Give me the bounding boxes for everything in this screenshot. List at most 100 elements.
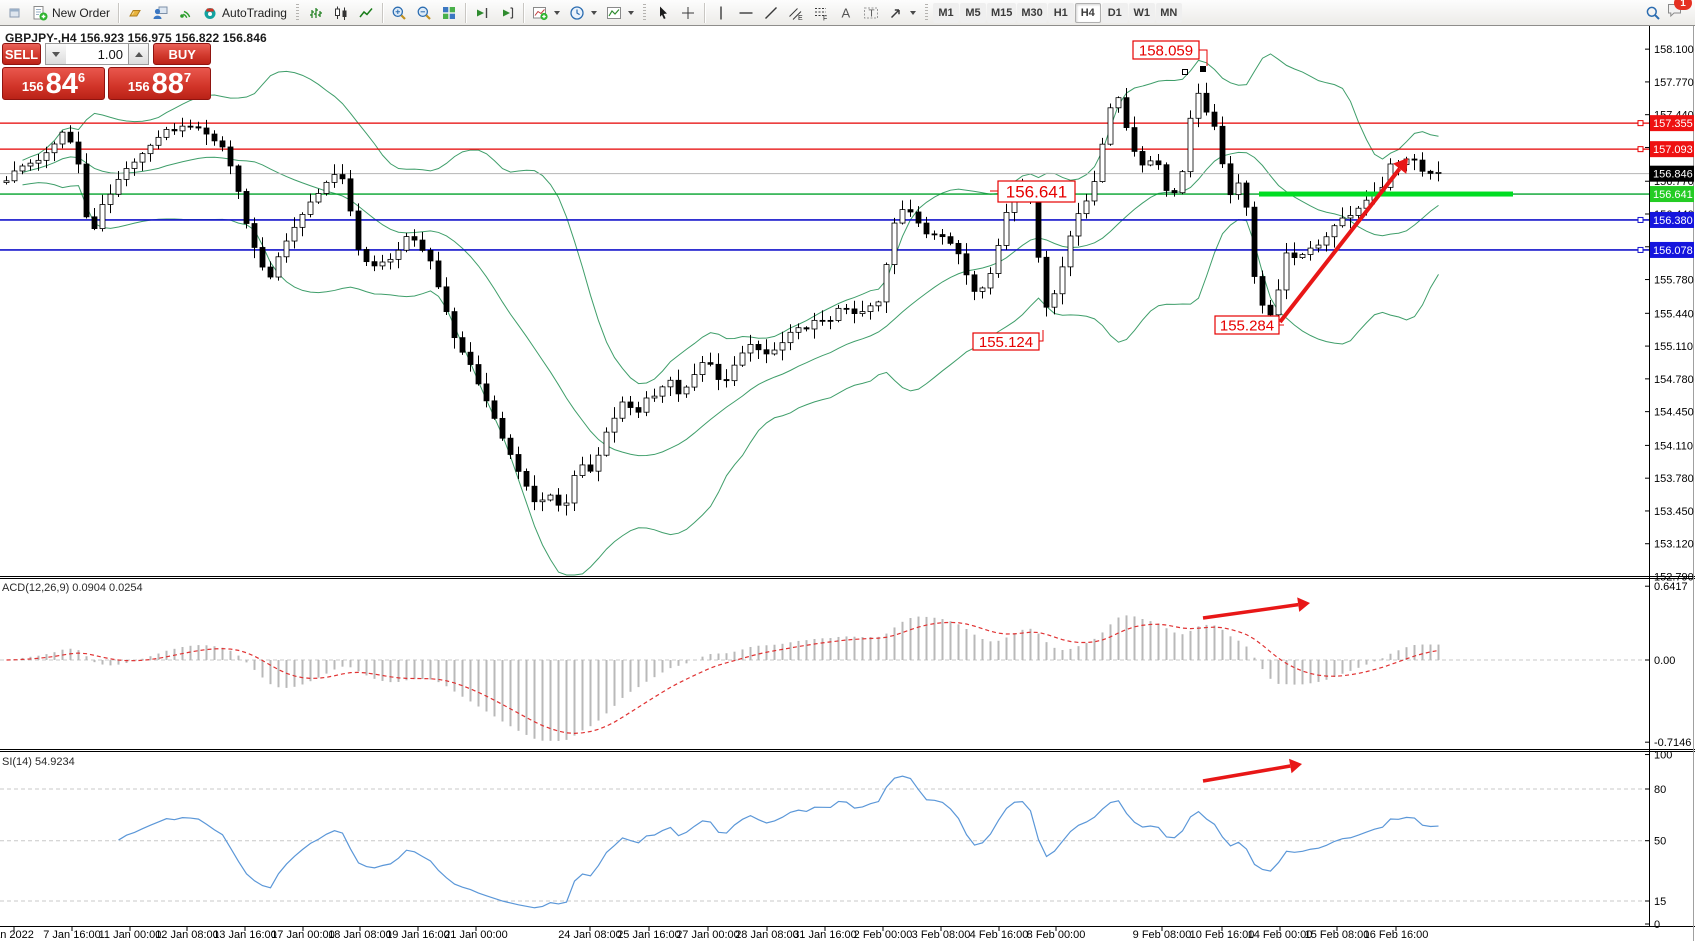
zoom-out-icon[interactable] (412, 2, 436, 24)
autotrading-button[interactable]: AutoTrading (198, 2, 291, 24)
crosshair-icon[interactable] (676, 2, 700, 24)
svg-text:155.124: 155.124 (979, 334, 1033, 351)
tab-timeframe-h1[interactable]: H1 (1047, 2, 1074, 23)
svg-text:154.110: 154.110 (1654, 440, 1693, 452)
ask-price-tile[interactable]: 156 88 7 (108, 67, 211, 100)
separator (703, 2, 705, 23)
window-icon (3, 2, 27, 24)
svg-text:153.120: 153.120 (1654, 539, 1694, 551)
up-arrow-icon (134, 51, 143, 57)
tab-timeframe-w1[interactable]: W1 (1128, 2, 1155, 23)
candlestick-chart-icon[interactable] (329, 2, 353, 24)
svg-text:4 Feb 16:00: 4 Feb 16:00 (970, 929, 1029, 941)
bid-prefix: 156 (21, 79, 44, 94)
green-trendline-segment[interactable] (1259, 191, 1513, 197)
signal-icon[interactable] (173, 2, 197, 24)
svg-text:A: A (841, 5, 850, 20)
toolbar-grip[interactable] (642, 3, 646, 22)
dropdown-caret (553, 10, 560, 15)
svg-text:31 Jan 16:00: 31 Jan 16:00 (793, 929, 857, 941)
svg-text:3 Feb 08:00: 3 Feb 08:00 (912, 929, 971, 941)
svg-text:158.100: 158.100 (1654, 44, 1694, 56)
svg-text:80: 80 (1654, 784, 1666, 796)
pane-labels: ACD(12,26,9) 0.0904 0.0254 SI(14) 54.9234 (2, 582, 143, 768)
svg-text:ACD(12,26,9) 0.0904 0.0254: ACD(12,26,9) 0.0904 0.0254 (2, 582, 143, 594)
toolbar-grip[interactable] (924, 3, 928, 22)
bid-price-tile[interactable]: 156 84 6 (2, 67, 105, 100)
text-icon[interactable]: A (834, 2, 858, 24)
chart-shift-icon[interactable] (495, 2, 519, 24)
sell-button[interactable]: SELL (2, 43, 42, 65)
svg-text:156.846: 156.846 (1653, 169, 1693, 181)
gold-symbol-icon[interactable] (123, 2, 147, 24)
volume-decrease-button[interactable] (45, 43, 66, 65)
svg-text:28 Jan 08:00: 28 Jan 08:00 (735, 929, 799, 941)
indicator-level-lines (0, 659, 1649, 902)
price-label-box[interactable] (972, 332, 1040, 351)
dropdown-caret (590, 10, 597, 15)
tab-timeframe-m30[interactable]: M30 (1017, 2, 1047, 23)
indicators-button[interactable] (528, 2, 564, 24)
toolbar-grip[interactable] (295, 3, 299, 22)
svg-text:158.059: 158.059 (1139, 42, 1193, 59)
volume-input[interactable]: 1.00 (65, 43, 128, 65)
new-order-label: New Order (52, 5, 111, 20)
separator (381, 2, 383, 23)
trend-arrow[interactable] (1202, 602, 1299, 620)
svg-text:157.770: 157.770 (1654, 77, 1694, 89)
svg-text:155.780: 155.780 (1654, 275, 1694, 287)
svg-text:2 Feb 00:00: 2 Feb 00:00 (854, 929, 913, 941)
svg-text:15 Feb 08:00: 15 Feb 08:00 (1305, 929, 1370, 941)
fibonacci-icon[interactable]: F (809, 2, 833, 24)
market-watch-icon[interactable] (148, 2, 172, 24)
tab-timeframe-mn[interactable]: MN (1155, 2, 1182, 23)
svg-text:-0.7146: -0.7146 (1654, 737, 1691, 749)
new-order-button[interactable]: New Order (28, 2, 114, 24)
tab-timeframe-h4[interactable]: H4 (1074, 2, 1101, 23)
auto-scroll-icon[interactable] (470, 2, 494, 24)
horizontal-line-icon[interactable] (734, 2, 758, 24)
channel-icon[interactable]: E (784, 2, 808, 24)
price-label-box[interactable] (1214, 315, 1280, 335)
vertical-line-icon[interactable] (709, 2, 733, 24)
search-icon[interactable] (1641, 2, 1665, 24)
trend-arrow[interactable] (1202, 764, 1291, 783)
svg-text:156.078: 156.078 (1653, 245, 1693, 257)
svg-text:7 Jan 16:00: 7 Jan 16:00 (43, 929, 101, 941)
notifications-button[interactable]: 1 (1666, 0, 1692, 23)
buy-button[interactable]: BUY (153, 43, 211, 65)
svg-text:T: T (868, 8, 874, 19)
templates-button[interactable] (602, 2, 638, 24)
svg-text:157.355: 157.355 (1653, 118, 1693, 130)
price-label-box[interactable] (997, 180, 1076, 203)
trend-arrow[interactable] (1278, 167, 1402, 324)
shapes-button[interactable] (884, 2, 920, 24)
horizontal-lines[interactable] (0, 122, 1649, 251)
ask-pip-digit: 7 (183, 70, 192, 85)
cursor-icon[interactable] (651, 2, 675, 24)
tab-timeframe-m5[interactable]: M5 (959, 2, 986, 23)
svg-text:0.00: 0.00 (1654, 655, 1675, 667)
svg-text:21 Jan 00:00: 21 Jan 00:00 (444, 929, 508, 941)
svg-text:156.380: 156.380 (1653, 215, 1693, 227)
svg-text:0: 0 (1654, 919, 1660, 931)
svg-text:an 2022: an 2022 (0, 929, 34, 941)
tab-timeframe-d1[interactable]: D1 (1101, 2, 1128, 23)
price-label-box[interactable] (1132, 40, 1200, 60)
drawn-annotations[interactable]: 158.059 156.641 155.124 155.284 (972, 40, 1408, 783)
zoom-in-icon[interactable] (387, 2, 411, 24)
tile-windows-icon[interactable] (437, 2, 461, 24)
hline-handles[interactable] (1637, 120, 1644, 253)
volume-increase-button[interactable] (127, 43, 150, 65)
text-label-icon[interactable]: T (859, 2, 883, 24)
svg-text:156.641: 156.641 (1006, 183, 1067, 202)
tab-timeframe-m1[interactable]: M1 (932, 2, 959, 23)
bar-chart-icon[interactable] (304, 2, 328, 24)
trendline-icon[interactable] (759, 2, 783, 24)
price-scale: 158.100157.770157.440157.110156.770156.4… (1645, 44, 1694, 931)
periods-button[interactable] (565, 2, 601, 24)
line-chart-icon[interactable] (354, 2, 378, 24)
tab-timeframe-m15[interactable]: M15 (986, 2, 1017, 23)
